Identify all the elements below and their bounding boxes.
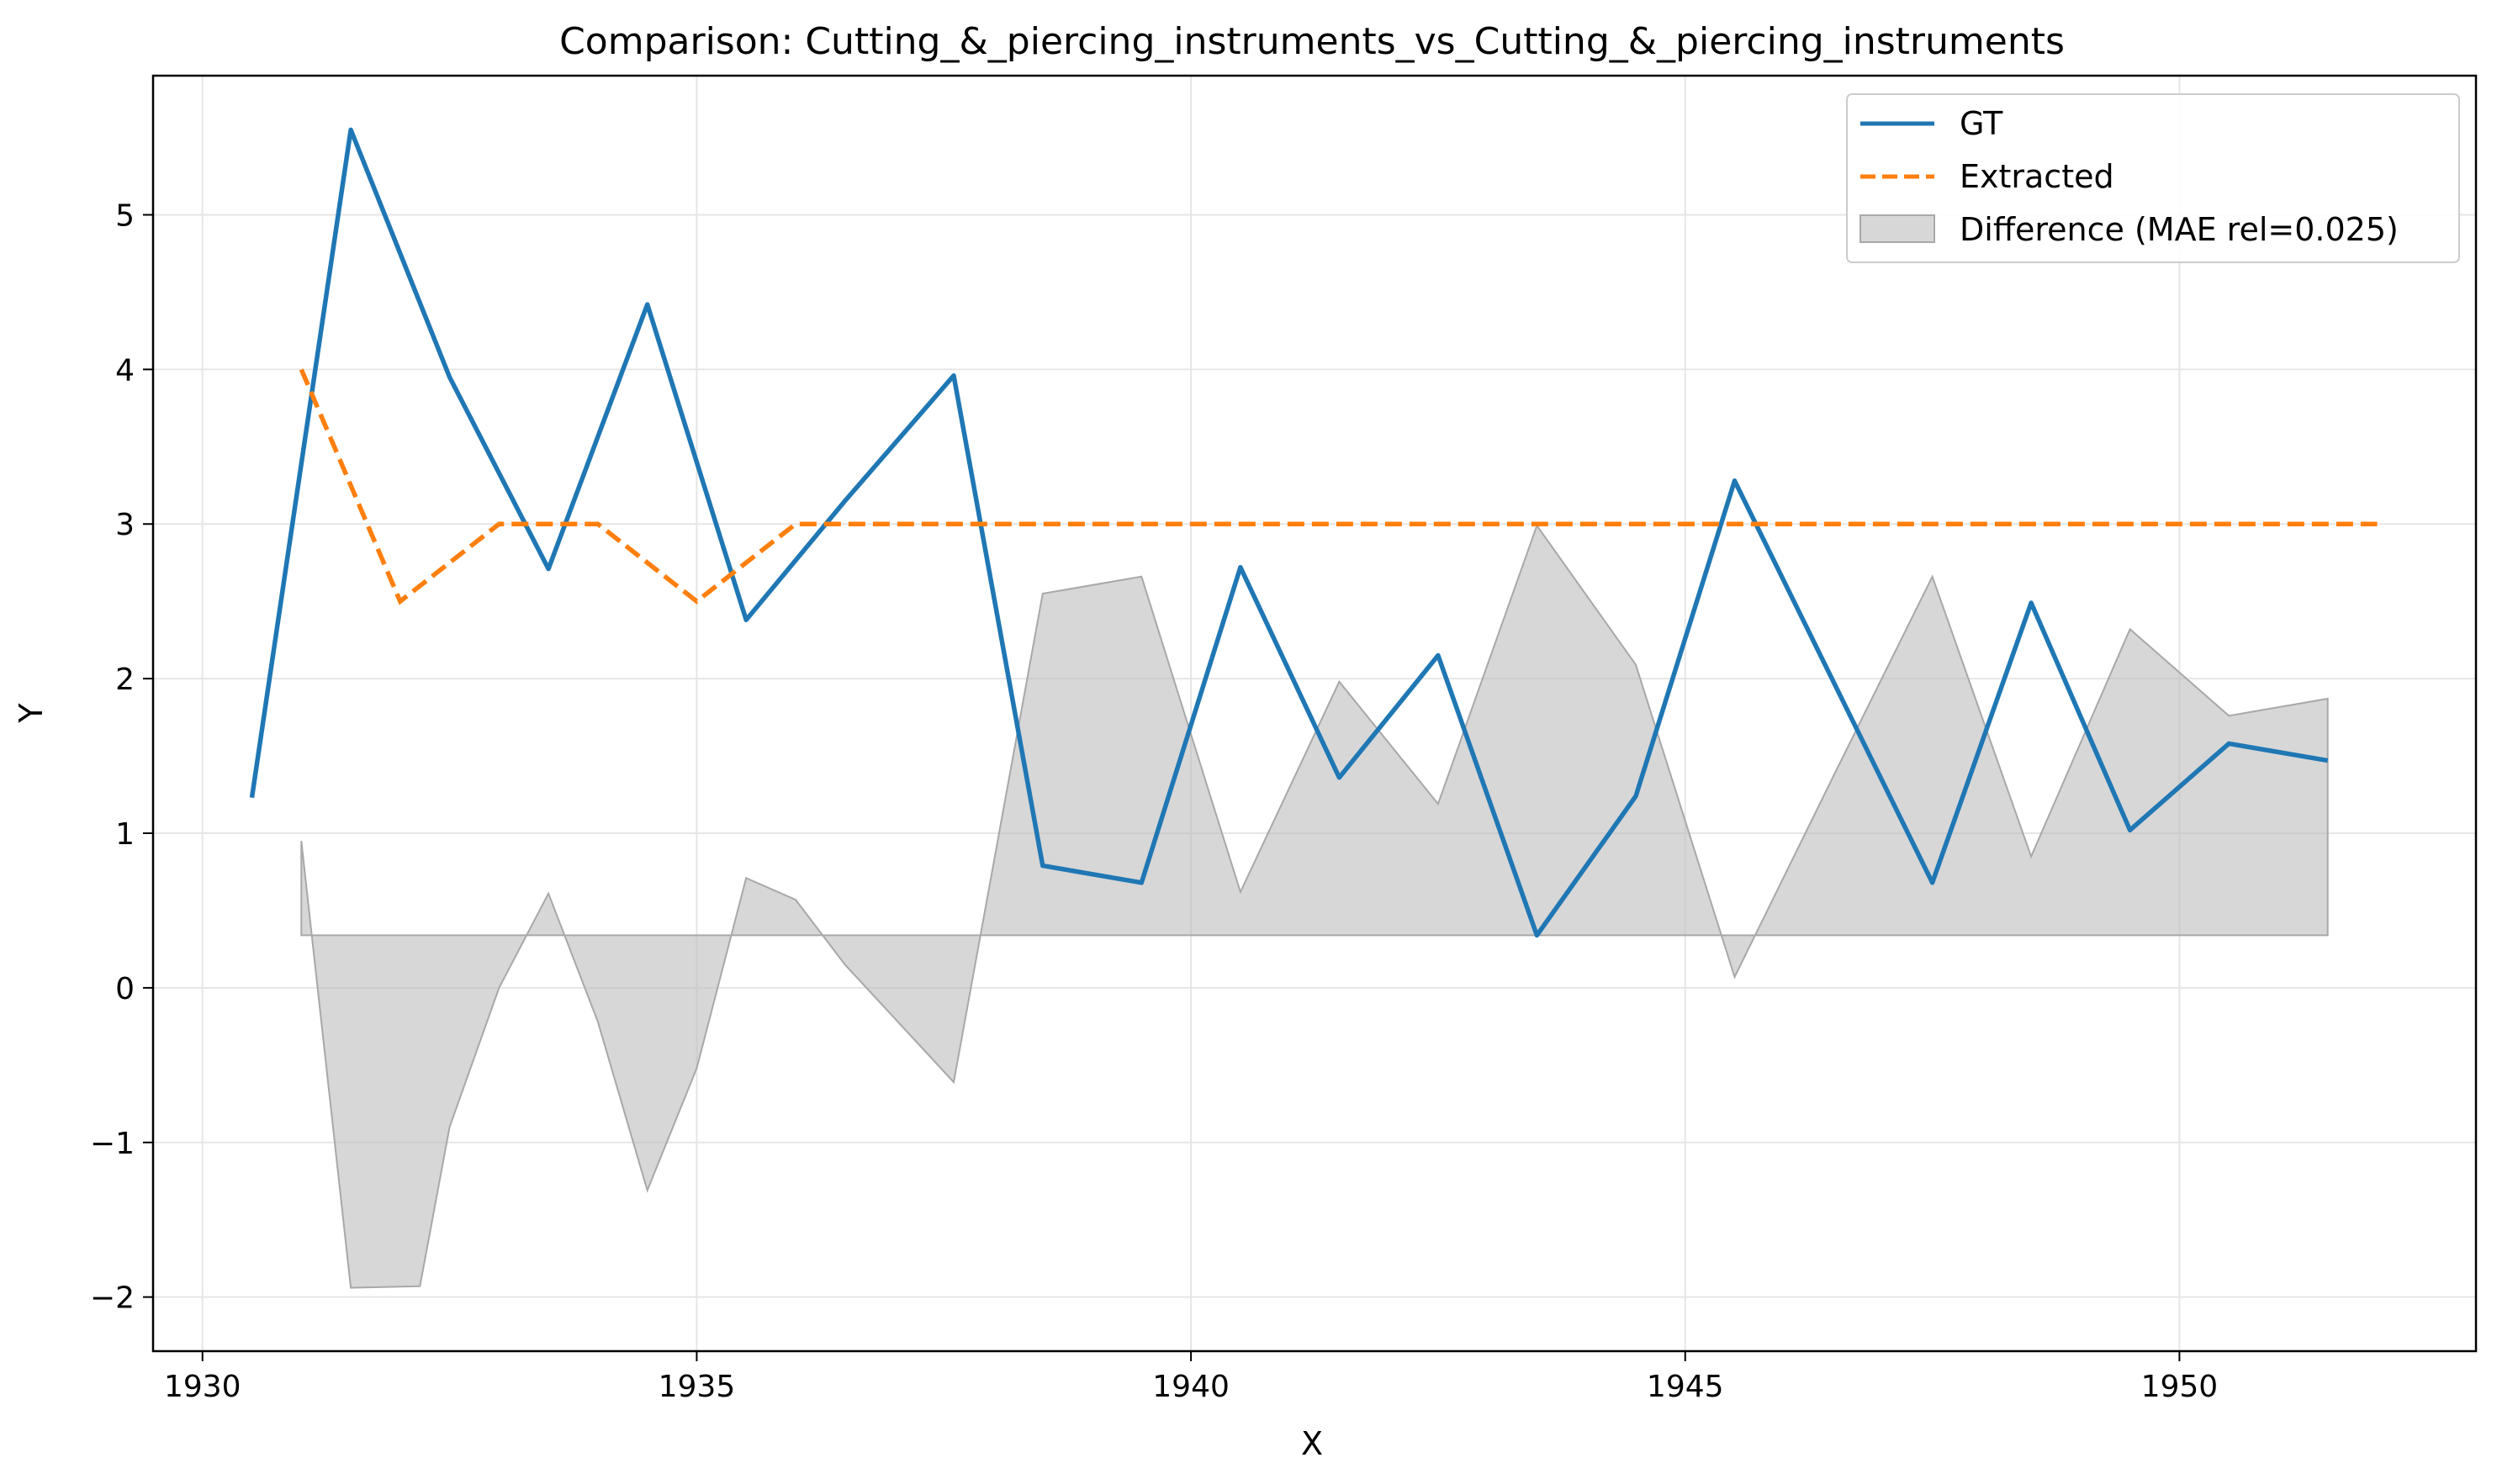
legend-gt-label: GT bbox=[1960, 105, 2003, 142]
difference-band bbox=[300, 523, 2329, 1289]
y-tick-label: 3 bbox=[115, 508, 135, 542]
y-tick-label: 4 bbox=[115, 353, 135, 388]
chart-title: Comparison: Cutting_&_piercing_instrumen… bbox=[559, 20, 2065, 63]
y-tick-label: −1 bbox=[90, 1127, 135, 1161]
series-line-gt bbox=[249, 127, 2329, 938]
x-tick-label: 1945 bbox=[1647, 1370, 1724, 1404]
legend: GT Extracted Difference (MAE rel=0.025) bbox=[1846, 93, 2460, 263]
y-tick-label: 5 bbox=[115, 198, 135, 233]
difference-area bbox=[300, 523, 2329, 1289]
legend-extracted-label: Extracted bbox=[1960, 158, 2114, 195]
axis-ticks: 1930 1935 1940 1945 1950 −2 −1 0 1 2 3 4 5 bbox=[90, 198, 2218, 1404]
legend-difference-label: Difference (MAE rel=0.025) bbox=[1960, 211, 2399, 248]
series-lines bbox=[249, 127, 2378, 938]
y-tick-label: 1 bbox=[115, 817, 135, 852]
x-axis-label: X bbox=[1301, 1425, 1323, 1462]
legend-frame bbox=[1846, 93, 2460, 263]
x-tick-label: 1930 bbox=[164, 1370, 241, 1404]
y-tick-label: −2 bbox=[90, 1281, 135, 1316]
x-tick-label: 1950 bbox=[2141, 1370, 2219, 1404]
series-line-extracted bbox=[299, 368, 2378, 605]
y-axis-label: Y bbox=[13, 703, 50, 724]
x-tick-label: 1940 bbox=[1152, 1370, 1230, 1404]
y-tick-label: 2 bbox=[115, 663, 135, 697]
y-tick-label: 0 bbox=[115, 972, 135, 1006]
x-tick-label: 1935 bbox=[659, 1370, 736, 1404]
plot-area-frame bbox=[151, 74, 2478, 1353]
legend-difference-swatch bbox=[1860, 214, 1935, 243]
